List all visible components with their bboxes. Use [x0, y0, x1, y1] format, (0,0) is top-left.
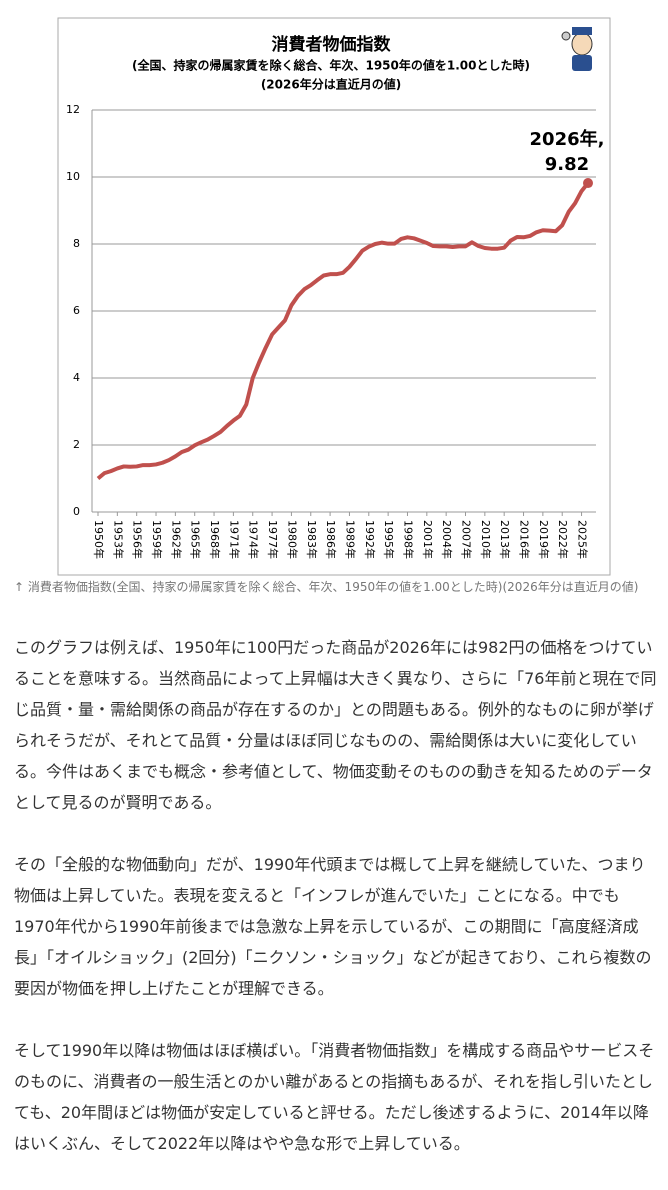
x-tick-label: 2022年	[556, 520, 570, 559]
y-tick-label: 2	[73, 438, 80, 451]
x-tick-label: 2025年	[576, 520, 590, 559]
x-tick-label: 1962年	[169, 520, 183, 559]
end-marker	[583, 178, 593, 189]
x-tick-label: 1977年	[266, 520, 280, 559]
x-tick-label: 2016年	[518, 520, 532, 559]
y-tick-label: 10	[66, 170, 80, 183]
x-tick-label: 1995年	[382, 520, 396, 559]
paragraph: その「全般的な物価動向」だが、1990年代頭までは概して上昇を継続していた、つま…	[14, 855, 652, 998]
paragraph: このグラフは例えば、1950年に100円だった商品が2026年には982円の価格…	[14, 638, 657, 812]
annotation: 9.82	[545, 154, 589, 175]
y-tick-label: 12	[66, 103, 80, 116]
chart-note: (2026年分は直近月の値)	[261, 77, 401, 92]
x-tick-label: 1959年	[150, 520, 164, 559]
y-tick-label: 4	[73, 371, 80, 384]
x-tick-label: 1971年	[227, 520, 241, 559]
chart-subtitle: (全国、持家の帰属家賃を除く総合、年次、1950年の値を1.00とした時)	[132, 58, 530, 73]
y-tick-label: 8	[73, 237, 80, 250]
x-tick-label: 1950年	[92, 520, 106, 559]
x-tick-label: 1980年	[285, 520, 299, 559]
x-tick-label: 2007年	[460, 520, 474, 559]
annotation: 2026年,	[530, 128, 605, 150]
x-tick-label: 1956年	[131, 520, 145, 559]
mascot	[561, 27, 593, 71]
x-tick-label: 1986年	[324, 520, 338, 559]
x-tick-label: 2004年	[440, 520, 454, 559]
caption: ↑ 消費者物価指数(全国、持家の帰属家賃を除く総合、年次、1950年の値を1.0…	[14, 580, 639, 594]
x-tick-label: 1983年	[305, 520, 319, 559]
x-tick-label: 1965年	[189, 520, 203, 559]
x-tick-label: 2019年	[537, 520, 551, 559]
x-tick-label: 2013年	[498, 520, 512, 559]
y-tick-label: 0	[73, 505, 80, 518]
data-line	[96, 181, 590, 481]
x-tick-label: 2010年	[479, 520, 493, 559]
x-tick-label: 1953年	[111, 520, 125, 559]
chart-frame	[57, 17, 611, 576]
x-tick-label: 1998年	[401, 520, 415, 559]
x-tick-label: 1968年	[208, 520, 222, 559]
paragraph: そして1990年以降は物価はほぼ横ばい。「消費者物価指数」を構成する商品やサービ…	[14, 1041, 655, 1153]
chart: 消費者物価指数 (全国、持家の帰属家賃を除く総合、年次、1950年の値を1.00…	[57, 17, 611, 576]
x-tick-label: 1974年	[247, 520, 261, 559]
article-body: このグラフは例えば、1950年に100円だった商品が2026年には982円の価格…	[14, 632, 658, 1190]
chart-title: 消費者物価指数	[272, 34, 392, 55]
x-tick-label: 2001年	[421, 520, 435, 559]
y-tick-label: 6	[73, 304, 80, 317]
page: 消費者物価指数 (全国、持家の帰属家賃を除く総合、年次、1950年の値を1.00…	[14, 17, 657, 1153]
x-tick-label: 1989年	[343, 520, 357, 559]
x-tick-label: 1992年	[363, 520, 377, 559]
